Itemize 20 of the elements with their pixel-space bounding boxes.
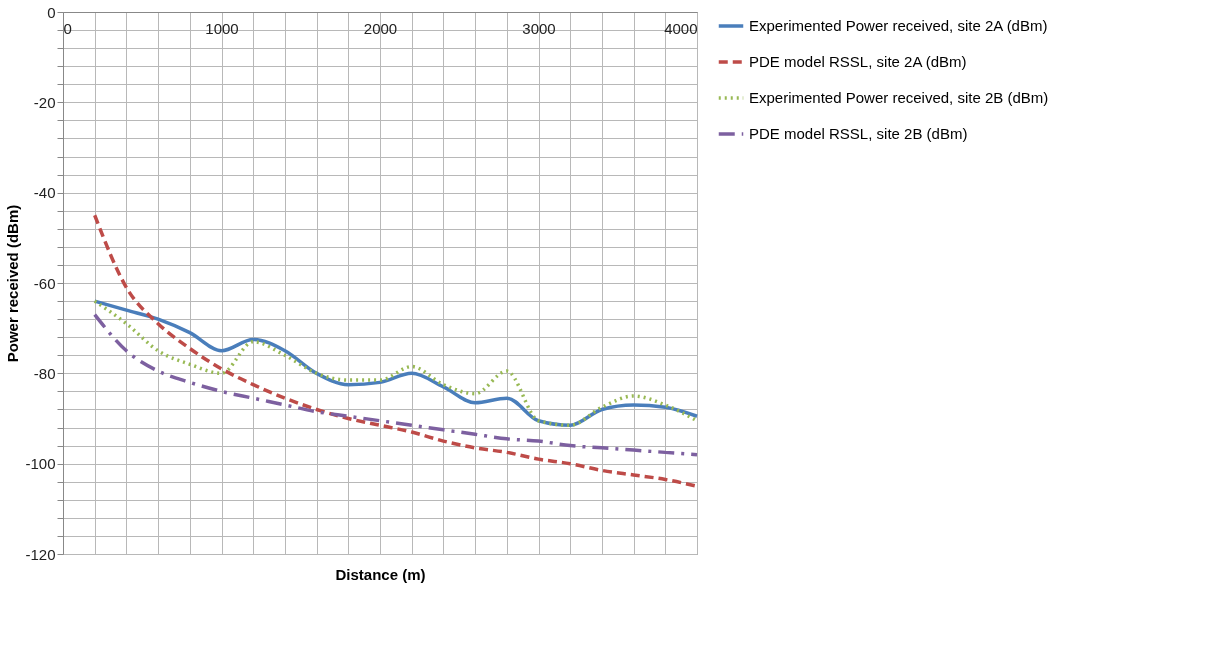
x-tick-label: 0 <box>63 19 72 37</box>
line-series <box>92 312 699 457</box>
y-tick-label: 0 <box>47 3 56 21</box>
y-tick-label: -100 <box>25 455 56 473</box>
y-axis-title: Power received (dBm) <box>4 204 22 363</box>
y-tick-label: -40 <box>33 184 56 202</box>
y-tick-label: -20 <box>33 93 56 111</box>
y-tick-label: -60 <box>33 274 56 292</box>
x-axis-title: Distance (m) <box>335 565 426 583</box>
y-tick-label: -80 <box>33 364 56 382</box>
legend-label: PDE model RSSL, site 2A (dBm) <box>749 53 967 70</box>
legend-label: PDE model RSSL, site 2B (dBm) <box>749 125 968 142</box>
x-tick-label: 2000 <box>363 19 398 37</box>
legend-label: Experimented Power received, site 2B (dBm) <box>749 89 1049 106</box>
y-tick-label: -120 <box>25 545 56 563</box>
line-series <box>92 299 699 428</box>
legend-label: Experimented Power received, site 2A (dBm) <box>749 17 1048 34</box>
x-tick-label: 1000 <box>205 19 239 37</box>
x-tick-label: 4000 <box>664 19 698 37</box>
x-tick-label: 3000 <box>522 19 556 37</box>
